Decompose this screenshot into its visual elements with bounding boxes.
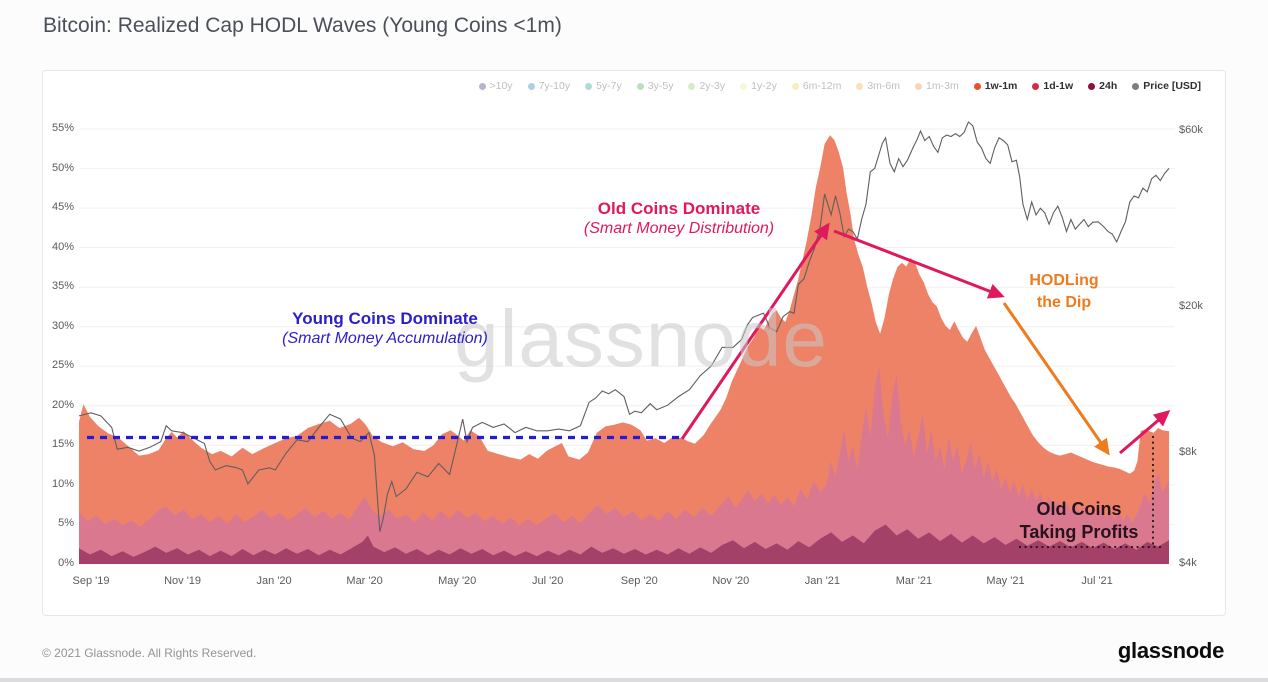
tick-label: Jan '21: [804, 575, 840, 587]
tick-label: Sep '20: [620, 575, 658, 587]
legend-dot-icon: [688, 82, 696, 90]
legend-dot-icon: [1032, 82, 1040, 90]
tick-label: Mar '21: [895, 575, 933, 587]
legend-label: 5y-7y: [596, 80, 622, 92]
legend-label: 3y-5y: [647, 80, 674, 92]
tick-label: 0%: [58, 557, 74, 569]
legend-item-7y-10y[interactable]: 7y-10y: [527, 80, 571, 92]
legend-label: 1d-1w: [1043, 80, 1074, 92]
tick-label: May '20: [438, 575, 477, 587]
annotation-line: (Smart Money Accumulation): [282, 330, 488, 348]
tick-label: Jul '21: [1081, 575, 1113, 587]
tick-label: Jan '20: [256, 575, 292, 587]
legend-dot-icon: [636, 82, 644, 90]
tick-label: $4k: [1179, 557, 1197, 569]
legend-dot-icon: [478, 82, 486, 90]
tick-label: 30%: [51, 319, 74, 332]
annotation-old-coins-taking-profits: Old Coins Taking Profits: [1020, 498, 1139, 543]
legend-item--10y[interactable]: >10y: [478, 80, 513, 92]
legend-label: 24h: [1099, 80, 1118, 92]
legend-item-price-usd-[interactable]: Price [USD]: [1132, 80, 1201, 92]
legend-label: 7y-10y: [538, 80, 571, 92]
tick-label: 35%: [51, 280, 74, 293]
legend-item-6m-12m[interactable]: 6m-12m: [791, 80, 842, 92]
tick-label: $60k: [1179, 124, 1203, 137]
tick-label: Nov '20: [712, 575, 750, 587]
tick-label: $8k: [1179, 446, 1197, 459]
glassnode-logo: glassnode: [1117, 638, 1224, 663]
legend-item-5y-7y[interactable]: 5y-7y: [585, 80, 622, 92]
legend-dot-icon: [856, 82, 864, 90]
legend-label: 1m-3m: [926, 80, 959, 92]
tick-label: Sep '19: [72, 575, 110, 587]
legend-item-3m-6m[interactable]: 3m-6m: [856, 80, 900, 92]
legend-item-3y-5y[interactable]: 3y-5y: [636, 80, 674, 92]
legend-dot-icon: [1088, 82, 1096, 90]
legend-label: 1w-1m: [984, 80, 1018, 92]
tick-label: 40%: [51, 240, 74, 253]
legend-label: 6m-12m: [802, 80, 842, 92]
tick-label: Jul '20: [531, 575, 564, 587]
annotation-line: Taking Profits: [1019, 521, 1139, 542]
bottom-edge-bar: [0, 678, 1268, 682]
legend-dot-icon: [740, 82, 748, 90]
legend-item-1m-3m[interactable]: 1m-3m: [915, 80, 959, 92]
legend-item-24h[interactable]: 24h: [1088, 80, 1117, 92]
tick-label: 5%: [58, 517, 74, 530]
chart-legend: >10y 7y-10y 5y-7y 3y-5y 2y-3y 1y-2y 6m-12m 3m-6…: [478, 80, 1201, 92]
annotation-line: Old Coins Dominate: [597, 199, 761, 218]
annotation-hodling-the-dip: HODLing the Dip: [1029, 270, 1098, 313]
legend-label: 1y-2y: [751, 80, 777, 92]
legend-dot-icon: [973, 82, 981, 90]
tick-label: 25%: [51, 359, 74, 372]
tick-label: 50%: [51, 161, 74, 174]
legend-dot-icon: [585, 82, 593, 90]
annotation-old-coins-dominate: Old Coins Dominate (Smart Money Distribu…: [584, 198, 774, 239]
legend-label: Price [USD]: [1143, 80, 1201, 92]
page-title: Bitcoin: Realized Cap HODL Waves (Young …: [43, 14, 562, 37]
annotation-line: (Smart Money Distribution): [583, 220, 775, 238]
legend-dot-icon: [915, 82, 923, 90]
tick-label: Nov '19: [164, 575, 202, 587]
legend-item-1d-1w[interactable]: 1d-1w: [1032, 80, 1073, 92]
legend-item-1w-1m[interactable]: 1w-1m: [973, 80, 1018, 92]
annotation-line: the Dip: [1036, 293, 1092, 311]
tick-label: 45%: [51, 201, 74, 214]
legend-label: 2y-3y: [699, 80, 726, 92]
legend-dot-icon: [527, 82, 535, 90]
legend-dot-icon: [1132, 82, 1140, 90]
copyright-text: © 2021 Glassnode. All Rights Reserved.: [42, 646, 257, 660]
legend-item-2y-3y[interactable]: 2y-3y: [688, 80, 725, 92]
annotation-young-coins-dominate: Young Coins Dominate (Smart Money Accumu…: [282, 308, 488, 349]
hodl-waves-chart: glassnode 0% 5% 10% 15% 20% 25% 30% 35% 40% 45% 50…: [43, 71, 1227, 617]
annotation-line: Old Coins: [1036, 499, 1122, 519]
tick-label: $20k: [1179, 299, 1203, 312]
tick-label: 20%: [51, 398, 74, 411]
legend-label: >10y: [489, 80, 513, 92]
tick-label: 15%: [51, 438, 74, 451]
legend-dot-icon: [791, 82, 799, 90]
annotation-line: HODLing: [1029, 272, 1099, 289]
tick-label: Mar '20: [346, 575, 383, 587]
tick-label: 55%: [51, 122, 74, 134]
annotation-line: Young Coins Dominate: [292, 309, 478, 328]
tick-label: 10%: [51, 477, 74, 490]
legend-item-1y-2y[interactable]: 1y-2y: [740, 80, 777, 92]
chart-card: glassnode 0% 5% 10% 15% 20% 25% 30% 35% 40% 45% 50…: [42, 70, 1226, 616]
tick-label: May '21: [986, 575, 1025, 587]
legend-label: 3m-6m: [867, 80, 901, 92]
